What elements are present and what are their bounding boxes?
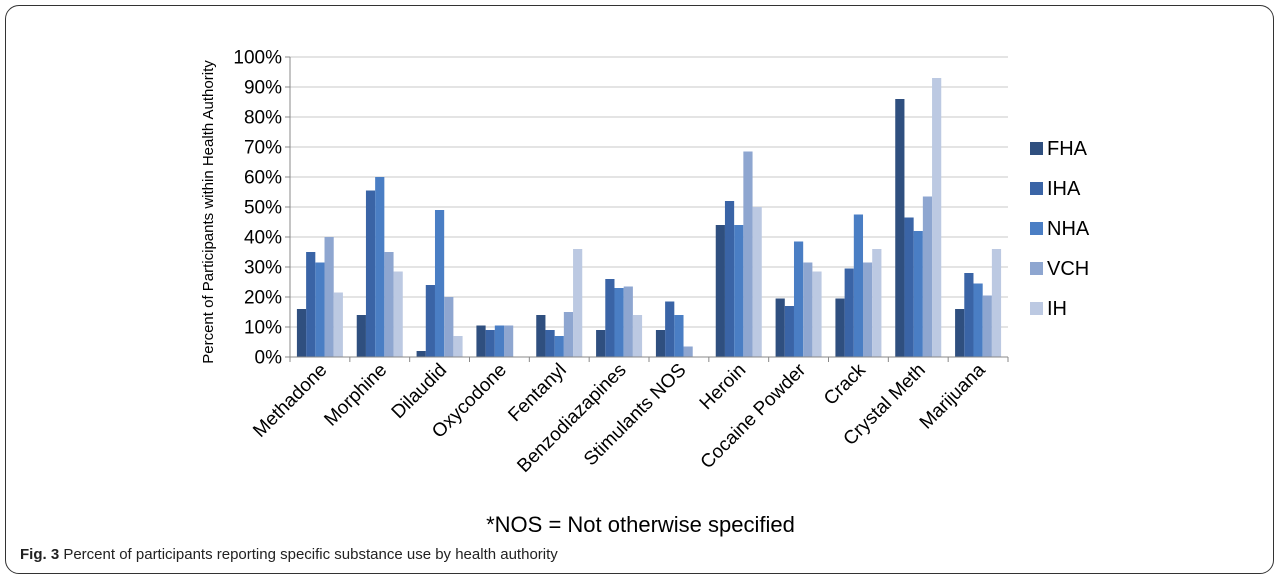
bar-nha-morphine xyxy=(375,177,385,357)
legend-label-vch: VCH xyxy=(1047,258,1089,280)
bar-nha-marijuana xyxy=(973,283,983,357)
bar-iha-oxycodone xyxy=(485,330,495,357)
figure-frame xyxy=(5,5,1274,574)
axes xyxy=(285,56,1009,362)
bar-ih-dilaudid xyxy=(453,336,463,357)
bar-iha-benzodiazapines xyxy=(605,279,615,357)
x-tick-label: Methadone xyxy=(249,360,331,442)
bar-fha-dilaudid xyxy=(416,351,426,357)
caption-label: Fig. 3 xyxy=(20,546,60,563)
legend-label-iha: IHA xyxy=(1047,178,1081,200)
bar-ih-crack xyxy=(872,249,882,357)
bar-ih-morphine xyxy=(393,271,403,357)
bar-nha-crystal-meth xyxy=(913,231,923,357)
bar-iha-morphine xyxy=(365,190,376,357)
legend-label-nha: NHA xyxy=(1047,218,1090,240)
bar-vch-heroin xyxy=(743,151,753,357)
bar-vch-cocaine-powder xyxy=(803,262,813,357)
y-tick-label: 80% xyxy=(244,108,282,129)
y-axis-title: Percent of Participants within Health Au… xyxy=(200,60,217,364)
bar-vch-marijuana xyxy=(982,295,992,357)
y-tick-label: 10% xyxy=(244,318,282,339)
legend-swatch-fha xyxy=(1030,142,1043,155)
bar-fha-methadone xyxy=(296,309,307,357)
bar-nha-stimulants-nos xyxy=(674,315,684,357)
bar-fha-heroin xyxy=(715,225,725,357)
legend-swatch-ih xyxy=(1030,302,1043,315)
bar-iha-cocaine-powder xyxy=(784,306,794,357)
bar-fha-crack xyxy=(835,298,845,357)
bar-ih-fentanyl xyxy=(573,249,583,357)
bar-vch-morphine xyxy=(384,252,394,357)
bar-nha-oxycodone xyxy=(494,325,505,357)
x-tick-label: Marijuana xyxy=(916,359,990,433)
x-tick-label: Crack xyxy=(820,359,870,409)
bar-ih-benzodiazapines xyxy=(632,315,643,357)
bar-iha-fentanyl xyxy=(545,330,555,357)
y-tick-label: 20% xyxy=(244,288,282,309)
legend-label-fha: FHA xyxy=(1047,138,1088,160)
bar-iha-crack xyxy=(844,268,854,357)
bar-ih-cocaine-powder xyxy=(812,271,822,357)
bar-nha-dilaudid xyxy=(434,210,445,357)
bar-fha-fentanyl xyxy=(536,315,546,357)
legend-swatch-nha xyxy=(1030,222,1043,235)
bar-nha-benzodiazapines xyxy=(614,288,624,357)
bar-fha-morphine xyxy=(356,315,366,357)
y-tick-label: 90% xyxy=(244,78,282,99)
bar-fha-marijuana xyxy=(955,309,965,357)
bar-vch-methadone xyxy=(324,237,334,357)
y-tick-label: 60% xyxy=(244,168,282,189)
x-tick-label: Morphine xyxy=(320,360,391,431)
x-tick-label: Benzodiazapines xyxy=(513,360,630,477)
y-tick-label: 0% xyxy=(255,348,283,369)
bar-iha-crystal-meth xyxy=(904,217,914,357)
bar-fha-cocaine-powder xyxy=(775,298,785,357)
bar-fha-stimulants-nos xyxy=(655,330,666,357)
legend-swatch-vch xyxy=(1030,262,1043,275)
bar-vch-crystal-meth xyxy=(922,196,933,357)
legend: FHA IHA NHA VCH IH xyxy=(1030,138,1090,320)
figure-caption: Fig. 3 Percent of participants reporting… xyxy=(20,546,558,563)
bar-ih-heroin xyxy=(752,207,762,357)
bar-iha-heroin xyxy=(724,201,735,357)
y-tick-label: 50% xyxy=(244,198,282,219)
bar-ih-crystal-meth xyxy=(932,78,942,357)
labels: 0% 10% 20% 30% 40% 50% 60% 70% 80% 90% 100% Methado… xyxy=(200,48,990,477)
bar-nha-cocaine-powder xyxy=(793,241,804,357)
legend-label-ih: IH xyxy=(1047,298,1067,320)
bar-vch-oxycodone xyxy=(504,325,514,357)
bar-vch-stimulants-nos xyxy=(683,346,693,357)
bar-iha-stimulants-nos xyxy=(665,301,675,357)
x-tick-label: Cocaine Powder xyxy=(697,359,811,473)
caption-text: Percent of participants reporting specif… xyxy=(59,546,558,563)
x-tick-label: Heroin xyxy=(696,360,750,414)
bar-nha-crack xyxy=(853,214,864,357)
bar-fha-crystal-meth xyxy=(895,99,905,357)
y-tick-label: 100% xyxy=(233,48,282,69)
bar-vch-crack xyxy=(863,262,873,357)
bar-iha-methadone xyxy=(306,252,316,357)
bar-fha-benzodiazapines xyxy=(596,330,606,357)
bar-fha-oxycodone xyxy=(476,325,486,357)
x-tick-label: Stimulants NOS xyxy=(580,360,690,470)
bar-iha-marijuana xyxy=(964,273,974,357)
bar-nha-heroin xyxy=(734,225,744,357)
bar-vch-fentanyl xyxy=(563,312,574,357)
footnote: *NOS = Not otherwise specified xyxy=(486,512,795,537)
bar-nha-methadone xyxy=(315,262,325,357)
bar-ih-methadone xyxy=(333,292,343,357)
bar-vch-benzodiazapines xyxy=(623,286,633,357)
y-tick-label: 30% xyxy=(244,258,282,279)
bar-ih-marijuana xyxy=(991,249,1002,357)
bar-iha-dilaudid xyxy=(425,285,435,357)
bar-nha-fentanyl xyxy=(554,336,564,357)
y-tick-label: 70% xyxy=(244,138,282,159)
bar-vch-dilaudid xyxy=(444,297,454,357)
bars xyxy=(296,78,1002,357)
y-tick-label: 40% xyxy=(244,228,282,249)
legend-swatch-iha xyxy=(1030,182,1043,195)
